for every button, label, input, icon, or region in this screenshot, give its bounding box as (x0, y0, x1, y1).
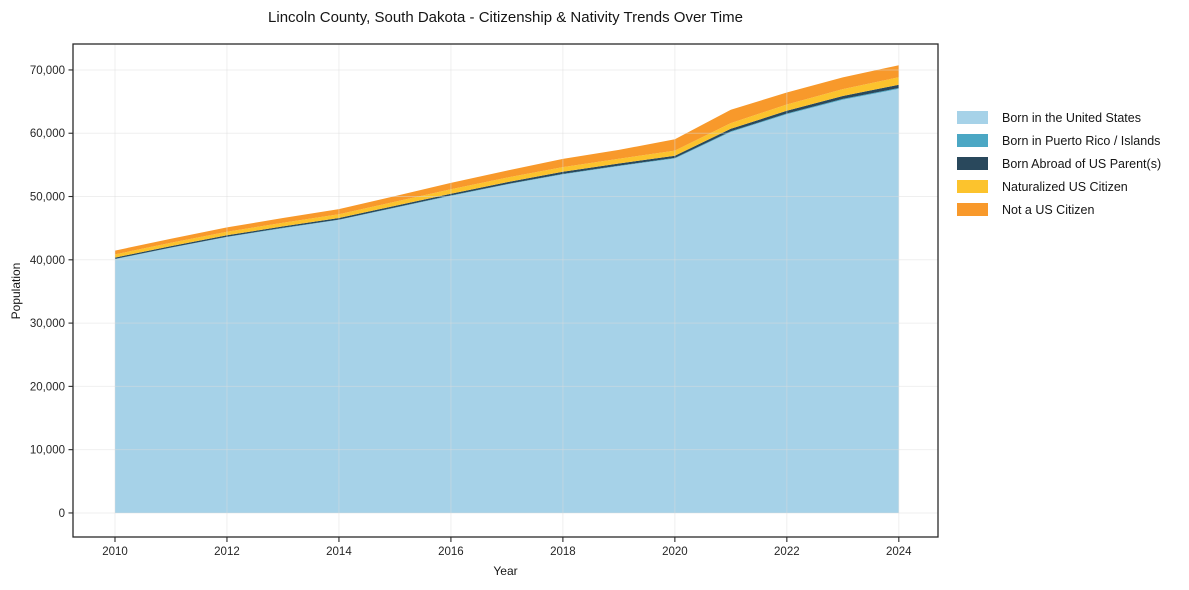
area-naturalized-us-citizen (115, 77, 899, 258)
legend-label: Born in the United States (1002, 110, 1141, 125)
x-tick-label: 2020 (662, 546, 688, 558)
y-axis-label: Population (9, 262, 23, 320)
y-tick-label: 50,000 (30, 192, 65, 204)
legend-item: Born Abroad of US Parent(s) (957, 152, 1161, 175)
legend-swatch (957, 203, 988, 216)
area-not-a-us-citizen (115, 65, 899, 255)
legend-item: Born in Puerto Rico / Islands (957, 129, 1161, 152)
legend-label: Not a US Citizen (1002, 202, 1095, 217)
y-tick-label: 0 (59, 508, 65, 520)
legend-swatch (957, 134, 988, 147)
y-tick-label: 60,000 (30, 128, 65, 140)
legend-label: Born Abroad of US Parent(s) (1002, 156, 1162, 171)
x-tick-label: 2014 (326, 546, 352, 558)
legend-label: Born in Puerto Rico / Islands (1002, 133, 1161, 148)
y-tick-label: 20,000 (30, 381, 65, 393)
y-tick-label: 70,000 (30, 65, 65, 77)
x-tick-label: 2024 (886, 546, 912, 558)
x-tick-label: 2022 (774, 546, 800, 558)
legend-label: Naturalized US Citizen (1002, 179, 1128, 194)
y-tick-label: 30,000 (30, 318, 65, 330)
y-tick-label: 10,000 (30, 445, 65, 457)
legend-item: Naturalized US Citizen (957, 175, 1161, 198)
x-tick-label: 2012 (214, 546, 240, 558)
x-tick-label: 2018 (550, 546, 576, 558)
x-tick-label: 2010 (102, 546, 128, 558)
x-tick-label: 2016 (438, 546, 464, 558)
legend-swatch (957, 180, 988, 193)
area-born-in-the-united-states (115, 88, 899, 514)
x-axis-label: Year (493, 564, 518, 578)
legend: Born in the United States Born in Puerto … (957, 106, 1161, 221)
legend-item: Born in the United States (957, 106, 1161, 129)
legend-swatch (957, 111, 988, 124)
plot-border (72, 43, 939, 538)
chart-title: Lincoln County, South Dakota - Citizensh… (268, 9, 743, 26)
y-tick-label: 40,000 (30, 255, 65, 267)
area-born-abroad-of-us-parent-s- (115, 84, 899, 259)
legend-swatch (957, 157, 988, 170)
legend-item: Not a US Citizen (957, 198, 1161, 221)
area-born-in-puerto-rico-islands (115, 88, 899, 260)
